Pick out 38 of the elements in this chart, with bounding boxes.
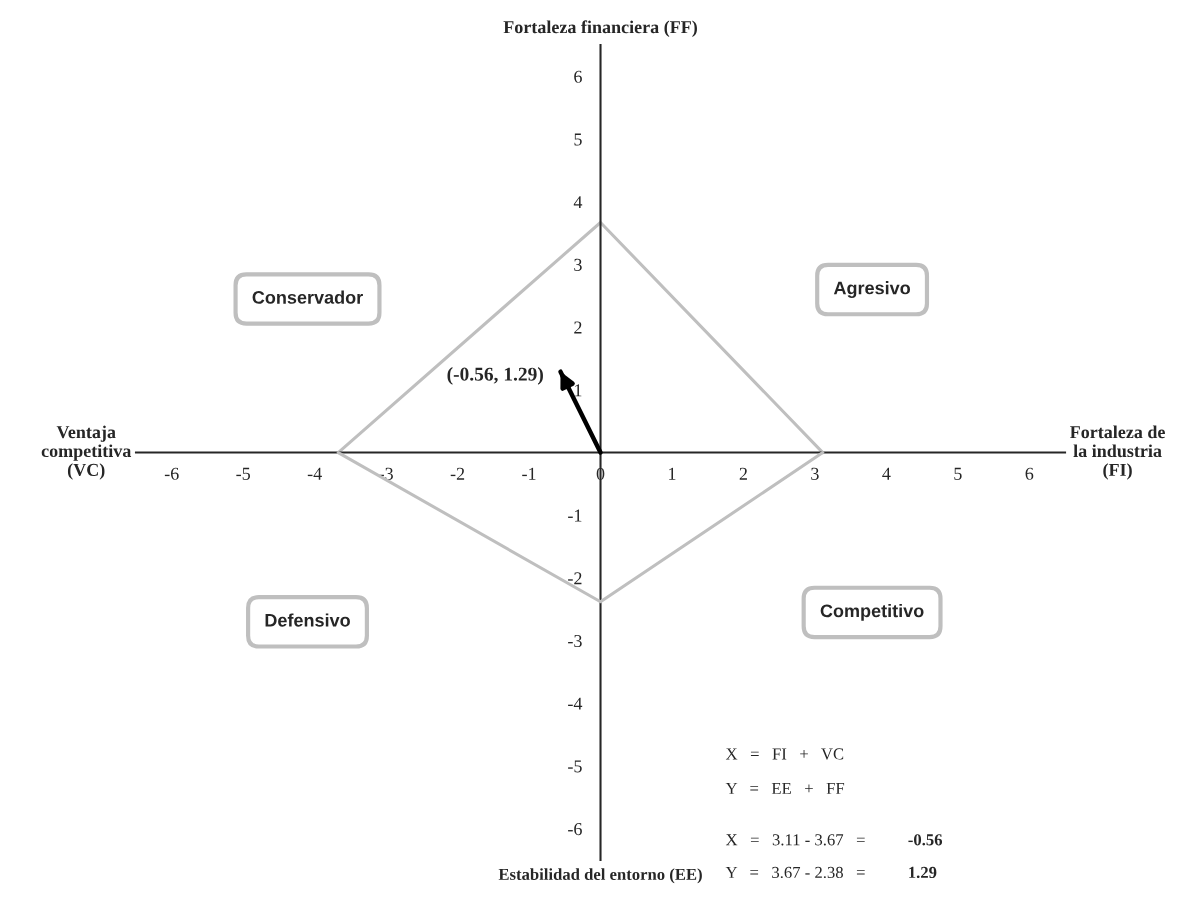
y-tick-label: 2	[574, 321, 582, 334]
x-tick-label: -2	[450, 467, 465, 480]
annotation: Agresivo	[833, 281, 911, 299]
x-tick-label: 4	[882, 467, 891, 480]
x-tick-label: 1	[669, 467, 676, 480]
y-tick-label: -6	[568, 823, 582, 836]
x-tick-label: 3	[811, 467, 819, 480]
annotation: (-0.56, 1.29)	[447, 367, 543, 385]
y-tick-label: -4	[568, 697, 583, 710]
annotation: Defensivo	[265, 613, 350, 627]
text: Ventaja competitiva (VC)	[41, 425, 132, 480]
y-tick-label: 5	[574, 133, 582, 146]
annotation: X = 3.11 - 3.67 =	[725, 834, 865, 846]
y-tick-label: -5	[568, 760, 582, 773]
text: 1.29	[909, 866, 937, 879]
y-tick-label: -1	[568, 509, 582, 522]
text: Estabilidad del entorno (EE)	[498, 868, 702, 884]
x-tick-label: -4	[307, 467, 322, 480]
x-tick-label: -1	[522, 467, 536, 480]
y-axis-title: Fortaleza financiera (FF)	[503, 20, 697, 37]
x-tick-label: 6	[1025, 467, 1034, 480]
annotation: X = FI + VC	[725, 748, 844, 760]
x-tick-label: -5	[236, 467, 250, 480]
x-axis-title: Fortaleza de la industria (FI)	[1069, 425, 1165, 480]
y-tick-label: 3	[574, 258, 582, 271]
y-tick-label: -2	[568, 572, 582, 585]
annotation: Competitivo	[820, 604, 924, 621]
x-tick-label: -6	[164, 467, 179, 480]
y-tick-label: 4	[573, 196, 583, 209]
annotation: Conservador	[252, 290, 363, 304]
x-tick-label: 5	[954, 467, 962, 480]
annotation: -0.56	[908, 834, 943, 846]
annotation: Y = EE + FF	[725, 782, 845, 794]
y-tick-label: -3	[568, 634, 582, 648]
x-tick-label: 2	[739, 467, 747, 480]
y-tick-label: 6	[574, 70, 582, 83]
text: Y = 3.67 - 2.38 =	[725, 866, 865, 879]
y-tick-label: 1	[575, 384, 582, 397]
